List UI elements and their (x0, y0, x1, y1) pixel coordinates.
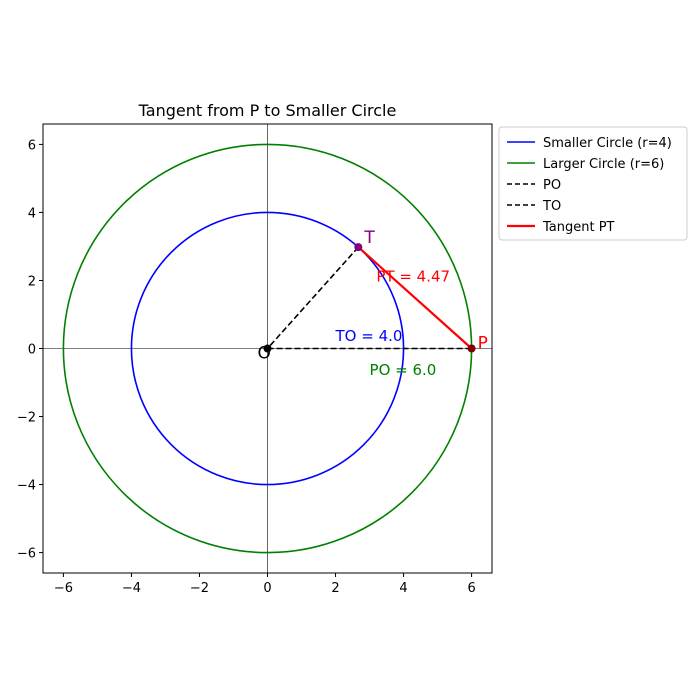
annotation-to-4-0: TO = 4.0 (335, 327, 403, 345)
x-tick-label: −2 (190, 581, 209, 596)
legend-entry-larger-circle-r-6: Larger Circle (r=6) (543, 157, 664, 172)
legend: Smaller Circle (r=4) Larger Circle (r=6) P… (498, 126, 688, 241)
point-label-t: T (363, 228, 375, 248)
legend-entry-smaller-circle-r-4: Smaller Circle (r=4) (543, 136, 672, 151)
point-o (263, 344, 272, 353)
chart-title: Tangent from P to Smaller Circle (138, 101, 397, 120)
segment-to (266, 246, 359, 350)
point-label-o: O (258, 344, 271, 364)
x-tick-label: 2 (331, 581, 339, 596)
legend-entry-to: TO (542, 199, 561, 214)
point-t (354, 243, 363, 252)
y-tick-label: 2 (28, 274, 36, 289)
y-tick-label: −6 (17, 547, 36, 562)
y-tick-label: 0 (28, 343, 36, 358)
annotation-pt-4-47: PT = 4.47 (376, 268, 450, 286)
x-tick-label: −6 (54, 581, 73, 596)
x-tick-label: 0 (263, 581, 271, 596)
x-tick-label: 6 (467, 581, 475, 596)
annotation-po-6-0: PO = 6.0 (370, 361, 437, 379)
segment-tangent-pt (357, 246, 473, 350)
legend-entry-po: PO (543, 178, 561, 193)
plot-content (43, 124, 492, 573)
y-tick-label: −2 (17, 411, 36, 426)
point-label-p: P (478, 334, 488, 354)
point-p (467, 344, 476, 353)
y-tick-label: −4 (17, 479, 36, 494)
y-tick-label: 6 (28, 138, 36, 153)
x-tick-label: 4 (399, 581, 407, 596)
x-tick-label: −4 (122, 581, 141, 596)
legend-box (498, 126, 688, 241)
y-tick-label: 4 (28, 206, 36, 221)
axis-ticks: −6 −4 −2 0 2 4 6 −6 −4 −2 0 2 4 6 (17, 138, 476, 596)
legend-entry-tangent-pt: Tangent PT (542, 220, 615, 235)
